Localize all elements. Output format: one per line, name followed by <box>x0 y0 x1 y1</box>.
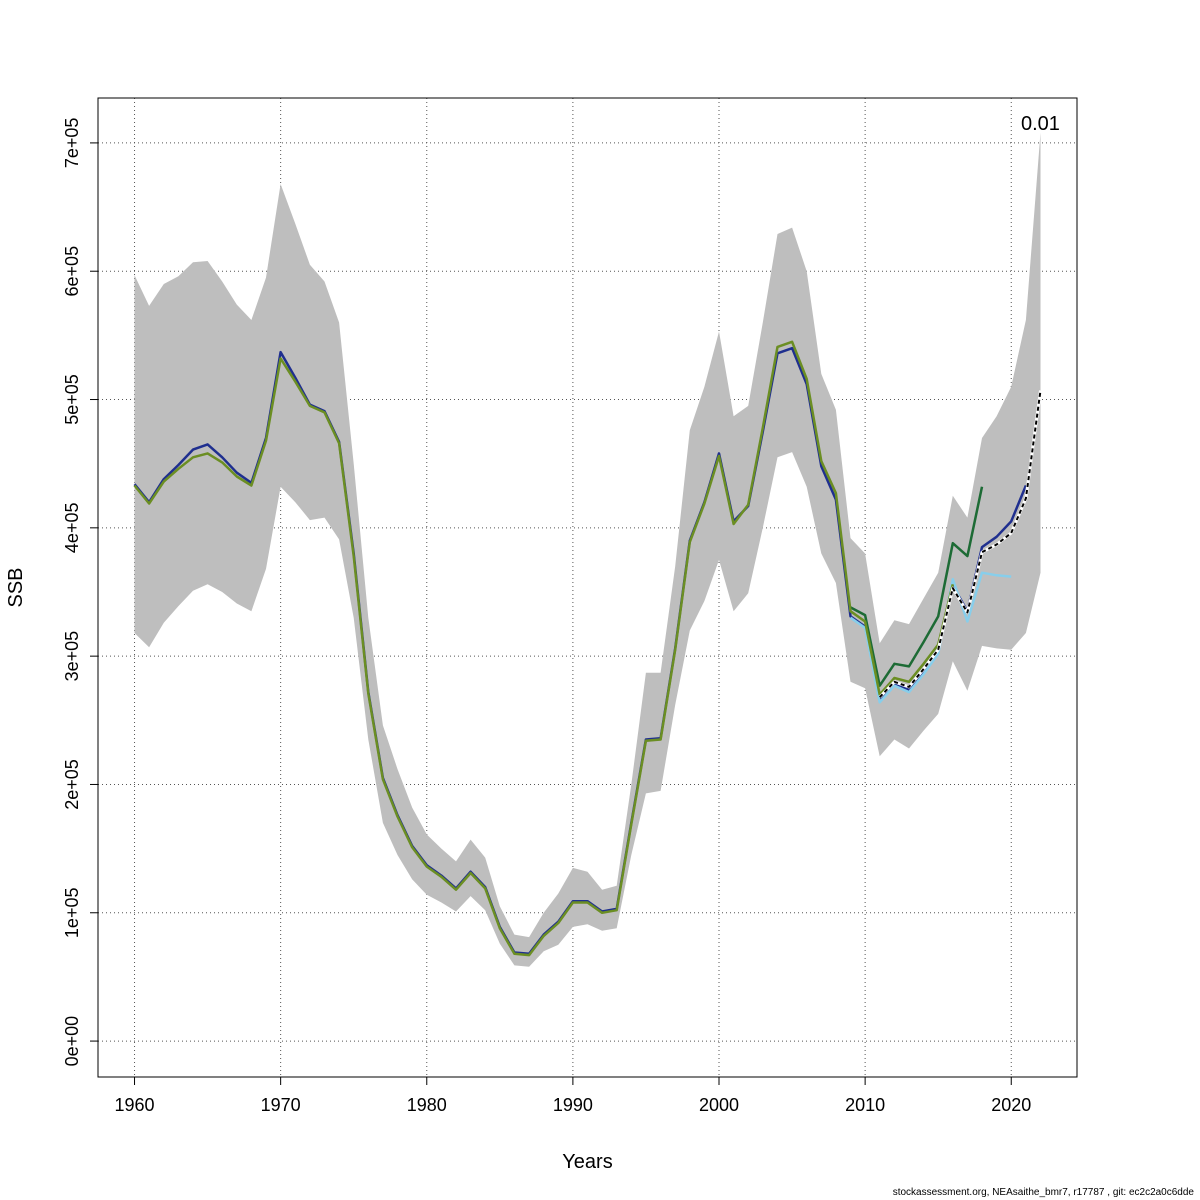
corner-value-label: 0.01 <box>1021 113 1060 135</box>
y-tick-label: 5e+05 <box>62 374 82 425</box>
x-axis-title: Years <box>562 1151 612 1173</box>
series-line-3 <box>849 486 984 687</box>
footer-credit: stockassessment.org, NEAsaithe_bmr7, r17… <box>892 1187 1194 1198</box>
series-line-4 <box>133 340 955 957</box>
y-tick-label: 3e+05 <box>62 631 82 682</box>
x-tick-label: 1970 <box>261 1095 301 1115</box>
x-tick-label: 1960 <box>115 1095 155 1115</box>
series-line-2 <box>849 571 1012 704</box>
y-tick-label: 0e+00 <box>62 1016 82 1067</box>
y-tick-label: 2e+05 <box>62 759 82 810</box>
y-axis-title: SSB <box>5 567 27 607</box>
confidence-band-layer <box>134 132 1041 967</box>
x-tick-label: 1980 <box>407 1095 447 1115</box>
plot-frame <box>97 97 1078 1078</box>
y-tick-label: 4e+05 <box>62 503 82 554</box>
x-tick-label: 2020 <box>991 1095 1031 1115</box>
x-tick-label: 2000 <box>699 1095 739 1115</box>
series-layer <box>133 340 1042 957</box>
x-axis: 1960 1970 1980 1990 2000 2010 2020 <box>115 1077 1031 1115</box>
y-tick-label: 6e+05 <box>62 246 82 297</box>
y-tick-label: 7e+05 <box>62 118 82 169</box>
y-axis: 0e+00 1e+05 2e+05 3e+05 4e+05 5e+05 6e+05 7e+05 <box>62 118 98 1067</box>
x-tick-label: 2010 <box>845 1095 885 1115</box>
series-line-5 <box>878 390 1042 698</box>
y-tick-label: 1e+05 <box>62 888 82 939</box>
confidence-band <box>134 132 1041 967</box>
x-tick-label: 1990 <box>553 1095 593 1115</box>
